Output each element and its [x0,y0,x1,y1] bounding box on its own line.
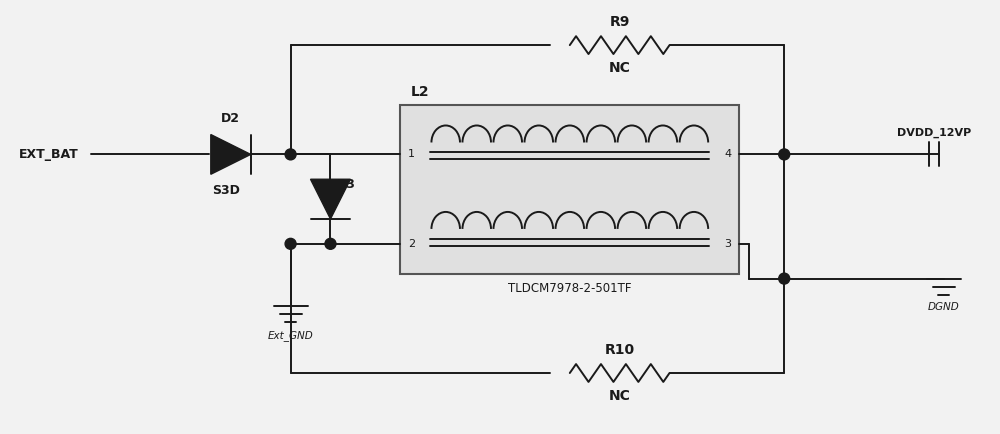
Polygon shape [211,135,251,174]
Text: EXT_BAT: EXT_BAT [19,148,79,161]
Text: D3: D3 [336,178,355,191]
Text: NC: NC [609,61,631,75]
Circle shape [779,273,790,284]
Text: R10: R10 [605,343,635,357]
Text: DGND: DGND [928,302,960,312]
Circle shape [779,149,790,160]
Text: L2: L2 [410,85,429,99]
Text: DVDD_12VP: DVDD_12VP [897,127,971,138]
Circle shape [285,238,296,249]
Text: NC: NC [609,389,631,403]
Circle shape [285,149,296,160]
Text: 1: 1 [408,149,415,159]
Text: 3: 3 [724,239,731,249]
Text: 4: 4 [724,149,731,159]
Text: D2: D2 [221,112,240,125]
Text: R9: R9 [609,15,630,29]
Polygon shape [311,179,350,219]
Text: Ext_GND: Ext_GND [268,330,313,341]
Circle shape [325,238,336,249]
Bar [400,105,739,273]
Text: S3D: S3D [212,184,240,197]
Text: TLDCM7978-2-501TF: TLDCM7978-2-501TF [508,282,632,295]
Text: 2: 2 [408,239,415,249]
